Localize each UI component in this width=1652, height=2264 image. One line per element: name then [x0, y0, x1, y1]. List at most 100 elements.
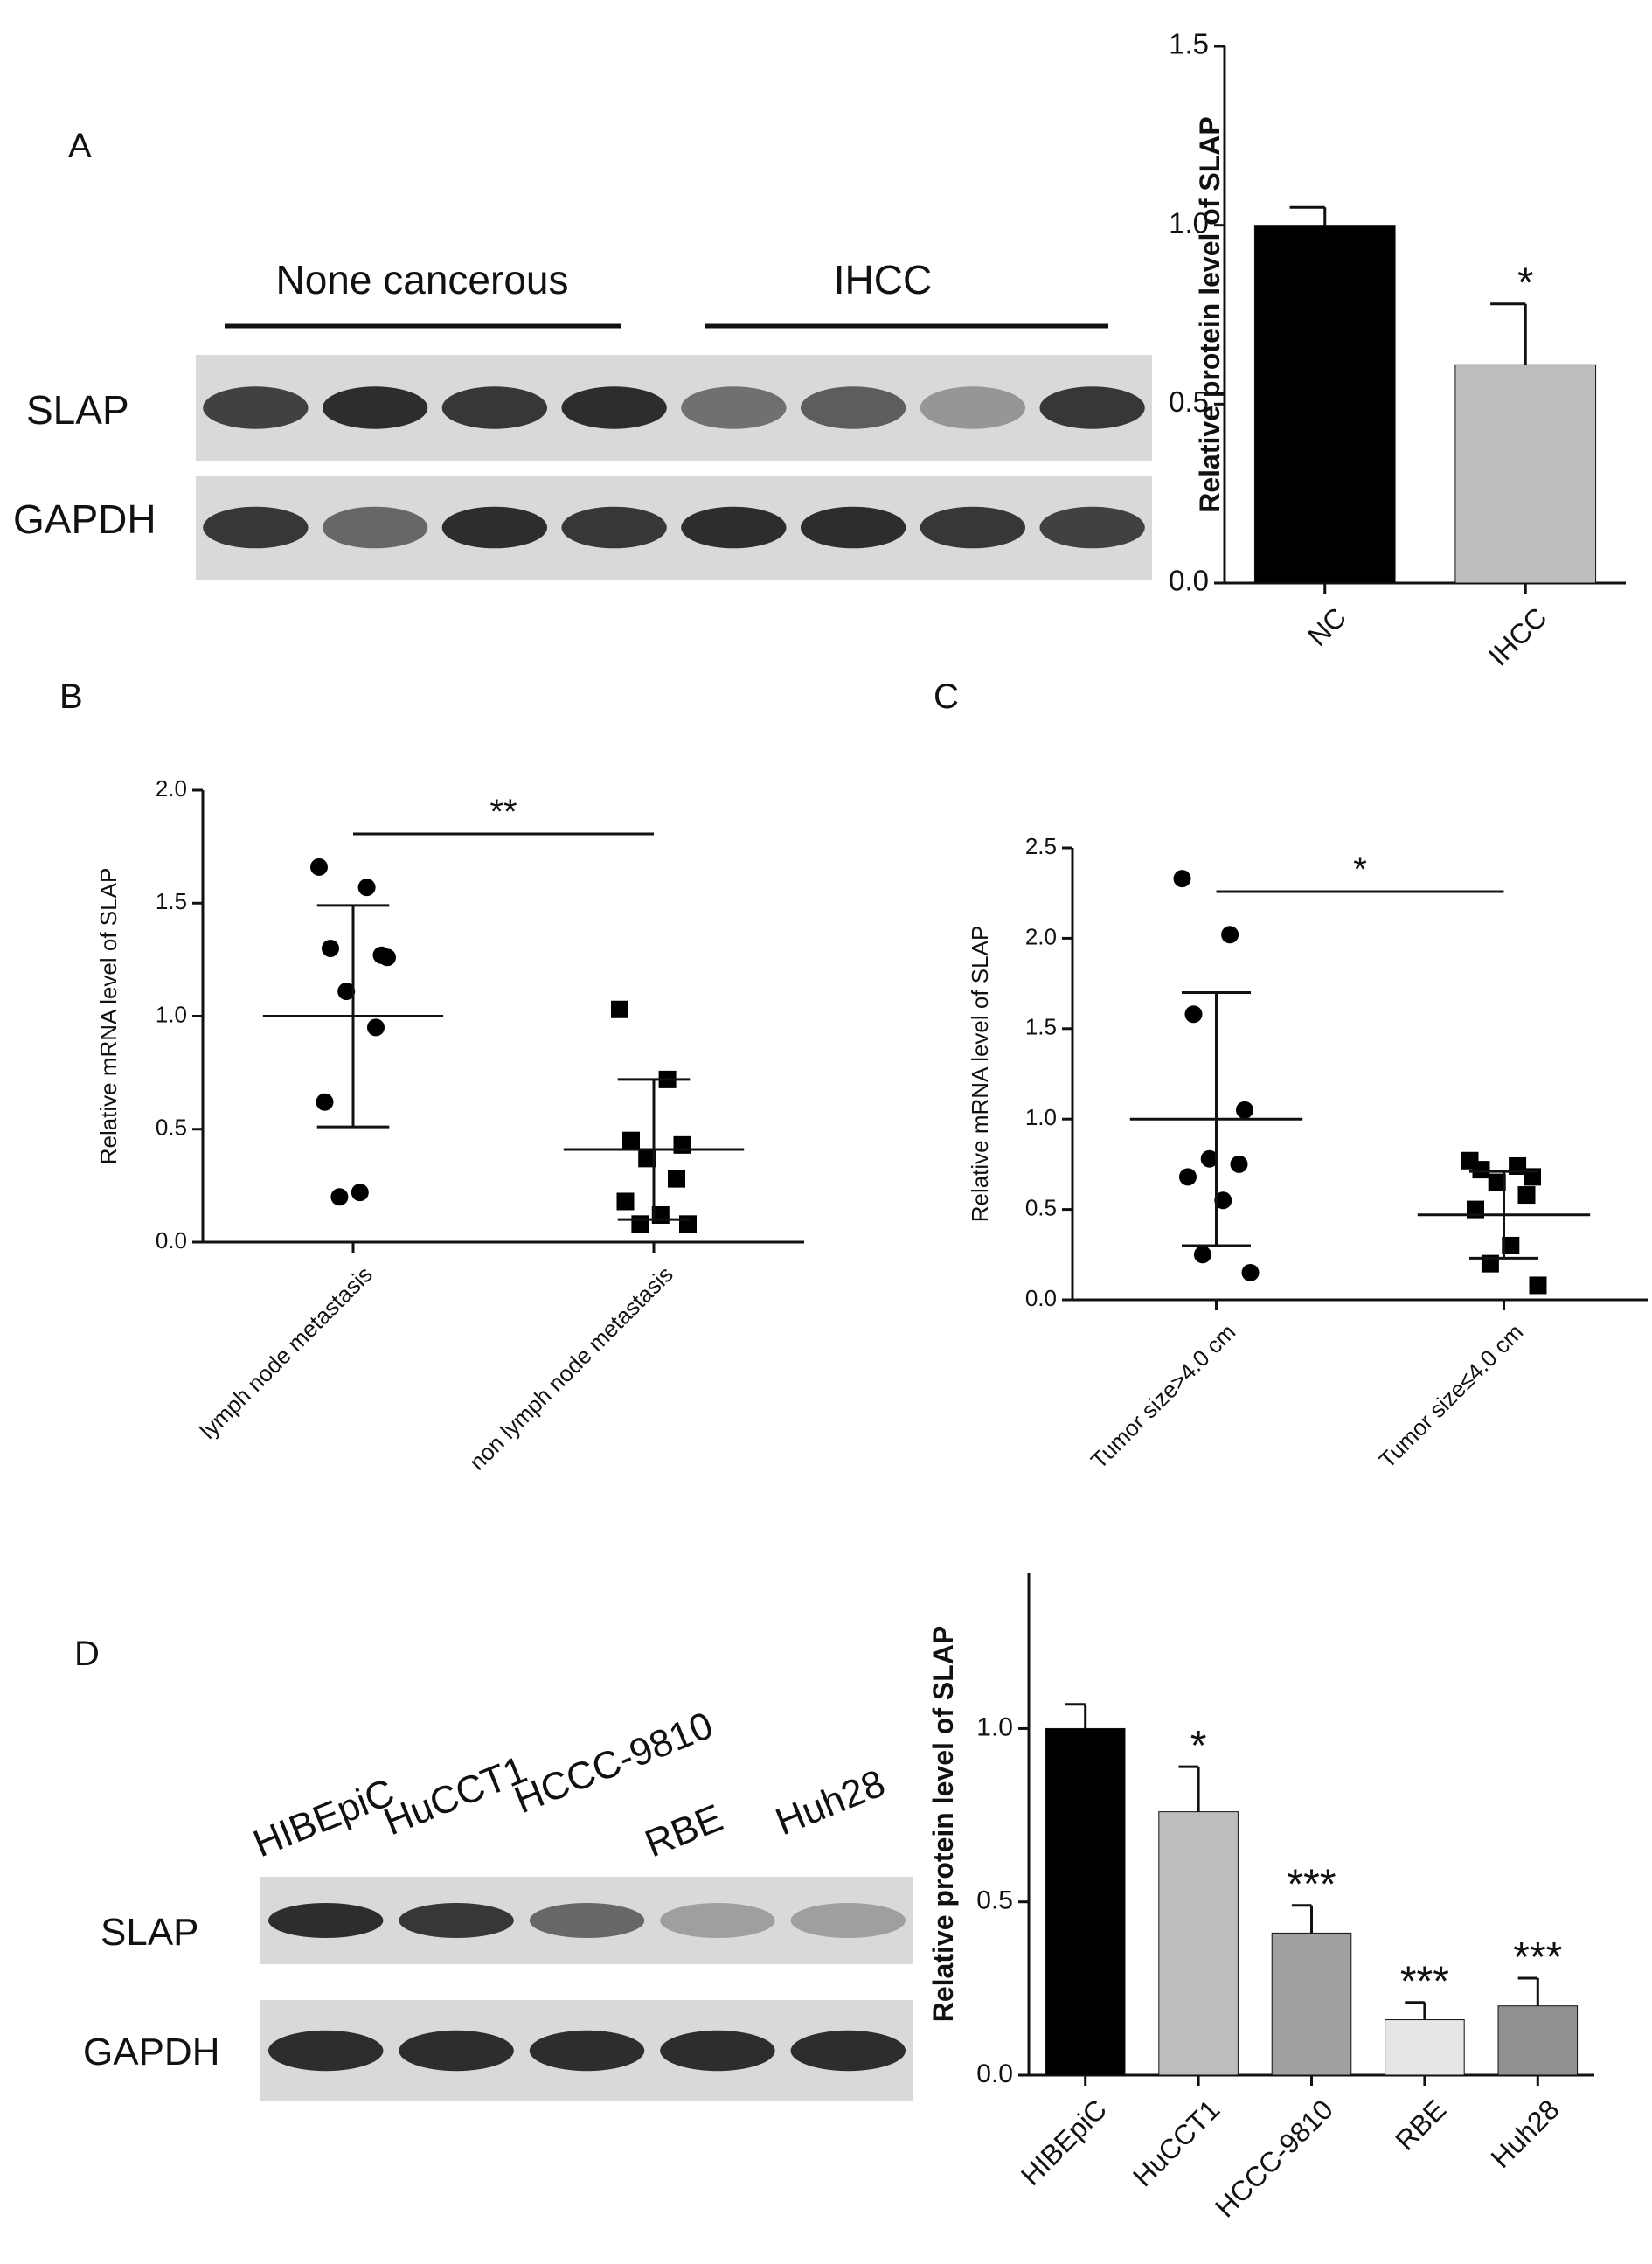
y-tick-label: 1.0: [976, 1712, 1013, 1741]
data-point: [1502, 1236, 1520, 1254]
blot-band: [920, 386, 1026, 429]
y-tick-label: 2.0: [156, 775, 187, 802]
y-tick-label: 0.5: [1025, 1194, 1057, 1220]
y-tick-label: 0.5: [1169, 385, 1209, 418]
data-point: [631, 1215, 649, 1233]
significance-label: *: [1517, 260, 1534, 307]
y-axis-label: Relative protein level of SLAP: [1194, 116, 1225, 512]
blot-band: [399, 2030, 514, 2072]
bar: [1045, 1727, 1126, 2076]
blot-group-label: None cancerous: [276, 257, 569, 302]
panel-label: D: [74, 1635, 100, 1673]
blot-band: [1039, 386, 1145, 429]
x-tick-label: non lymph node metastasis: [464, 1261, 678, 1476]
blot-band: [660, 2030, 775, 2072]
data-point: [1173, 870, 1191, 888]
significance-label: ***: [1400, 1959, 1449, 2005]
blot-band: [529, 2030, 645, 2072]
y-axis-label: Relative mRNA level of SLAP: [95, 868, 121, 1165]
x-tick-label: HCCC-9810: [1209, 2094, 1339, 2224]
data-point: [322, 939, 339, 957]
data-point: [1221, 926, 1239, 944]
lane-label: HIBEpiC: [247, 1771, 400, 1866]
y-tick-label: 0.0: [1025, 1285, 1057, 1311]
x-tick-label: Huh28: [1485, 2094, 1565, 2174]
blot-band: [203, 386, 309, 429]
y-tick-label: 2.5: [1025, 833, 1057, 859]
y-tick-label: 1.0: [1025, 1104, 1057, 1130]
data-point: [310, 858, 328, 876]
blot-band: [322, 386, 428, 429]
y-axis-label: Relative protein level of SLAP: [927, 1626, 959, 2022]
x-tick-label: IHCC: [1482, 601, 1553, 672]
blot-band: [267, 1903, 384, 1938]
bar: [1497, 2005, 1579, 2076]
y-tick-label: 0.0: [976, 2059, 1013, 2088]
y-tick-label: 1.5: [1169, 28, 1209, 60]
data-point: [638, 1149, 656, 1168]
blot-band: [800, 506, 906, 549]
blot-band: [441, 506, 548, 549]
blot-band: [322, 506, 428, 549]
x-tick-label: Tumor size>4.0 cm: [1086, 1319, 1240, 1474]
x-tick-label: NC: [1301, 601, 1352, 652]
data-point: [1241, 1263, 1260, 1281]
data-point: [1214, 1191, 1232, 1210]
lane-label: HCCC-9810: [509, 1704, 719, 1822]
data-point: [357, 879, 376, 897]
x-tick-label: lymph node metastasis: [195, 1261, 378, 1444]
y-tick-label: 1.5: [156, 888, 187, 914]
lane-label: HuCCT1: [378, 1748, 532, 1844]
data-point: [351, 1184, 369, 1202]
x-tick-label: HuCCT1: [1127, 2094, 1225, 2192]
blot-band: [660, 1903, 775, 1938]
blot-row-label: GAPDH: [13, 497, 156, 542]
blot-band: [800, 386, 906, 429]
data-point: [1517, 1186, 1536, 1205]
data-point: [1529, 1276, 1547, 1295]
y-tick-label: 0.5: [976, 1886, 1013, 1915]
bar: [1158, 1811, 1239, 2076]
blot-row-label: GAPDH: [83, 2031, 219, 2073]
blot-band: [790, 2030, 906, 2072]
lane-label: RBE: [639, 1796, 728, 1865]
significance-label: ***: [1513, 1934, 1562, 1981]
data-point: [1230, 1155, 1248, 1173]
data-point: [337, 983, 356, 1001]
significance-label: **: [489, 793, 517, 831]
data-point: [622, 1131, 640, 1149]
significance-label: *: [1190, 1723, 1207, 1769]
lane-label: Huh28: [770, 1761, 892, 1844]
blot-row-label: SLAP: [101, 1911, 199, 1954]
y-tick-label: 0.0: [1169, 565, 1209, 597]
data-point: [616, 1192, 635, 1211]
blot-band: [561, 386, 667, 429]
data-point: [1488, 1173, 1506, 1191]
blot-band: [267, 2030, 384, 2072]
blot-row-label: SLAP: [26, 387, 129, 433]
significance-label: ***: [1287, 1862, 1336, 1908]
blot-band: [790, 1903, 906, 1938]
panel-label: B: [59, 677, 83, 716]
blot-band: [529, 1903, 645, 1938]
data-point: [611, 1000, 628, 1018]
bar: [1271, 1932, 1352, 2076]
data-point: [330, 1188, 349, 1206]
bar: [1454, 364, 1597, 584]
y-tick-label: 0.5: [156, 1115, 187, 1141]
x-tick-label: HIBEpiC: [1015, 2094, 1113, 2191]
y-tick-label: 1.0: [1169, 206, 1209, 239]
panel-label: C: [934, 677, 959, 716]
data-point: [378, 948, 396, 967]
y-tick-label: 1.0: [156, 1001, 187, 1027]
significance-label: *: [1353, 851, 1367, 889]
blot-band: [681, 506, 787, 549]
data-point: [1472, 1161, 1490, 1179]
x-tick-label: Tumor size≤4.0 cm: [1374, 1319, 1529, 1474]
data-point: [668, 1170, 685, 1188]
blot-band: [1039, 506, 1145, 549]
blot-band: [561, 506, 667, 549]
data-point: [679, 1215, 697, 1233]
